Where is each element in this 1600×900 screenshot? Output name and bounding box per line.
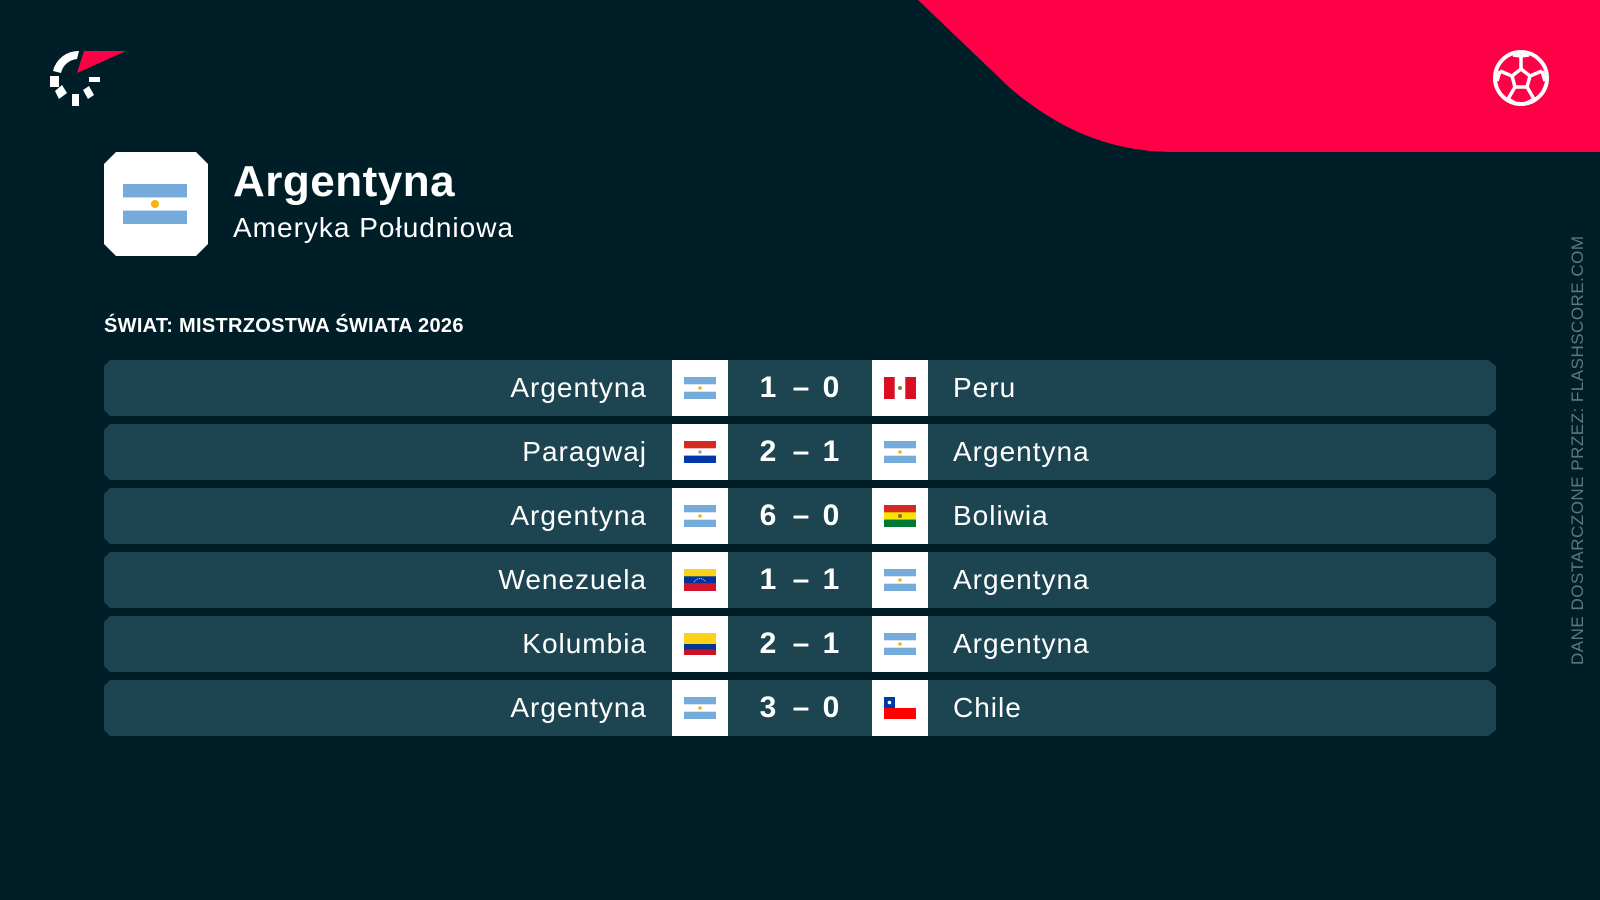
away-team: Boliwia [953, 500, 1049, 531]
bolivia-flag-icon [884, 505, 916, 527]
home-team: Wenezuela [498, 564, 647, 595]
argentina-flag-icon [884, 633, 916, 655]
home-flag [672, 552, 728, 608]
peru-flag-icon [884, 377, 916, 399]
competition-title: ŚWIAT: MISTRZOSTWA ŚWIATA 2026 [104, 315, 464, 337]
chile-flag-icon [884, 697, 916, 719]
away-flag [872, 488, 928, 544]
home-flag [672, 680, 728, 736]
match-row[interactable]: Kolumbia 2 – 1 Argentyna [104, 616, 1496, 672]
score-separator: – [792, 499, 810, 532]
home-flag [672, 424, 728, 480]
home-score: 1 [759, 371, 777, 404]
away-score: 1 [822, 627, 840, 660]
venezuela-flag-icon [684, 569, 716, 591]
argentina-flag-icon [684, 697, 716, 719]
home-score: 3 [759, 691, 777, 724]
away-score: 0 [822, 499, 840, 532]
soccer-ball-icon [1493, 50, 1549, 106]
team-flag-card [104, 152, 208, 256]
score-separator: – [792, 627, 810, 660]
data-credit: DANE DOSTARCZONE PRZEZ: FLASHSCORE.COM [1568, 235, 1587, 665]
argentina-flag-icon [884, 569, 916, 591]
argentina-flag-icon [684, 505, 716, 527]
argentina-flag-icon [884, 441, 916, 463]
away-score: 1 [822, 563, 840, 596]
away-score: 0 [822, 691, 840, 724]
match-row[interactable]: Paragwaj 2 – 1 Argentyna [104, 424, 1496, 480]
score-separator: – [792, 371, 810, 404]
away-team: Argentyna [953, 436, 1090, 467]
home-team: Kolumbia [522, 628, 647, 659]
score-separator: – [792, 563, 810, 596]
away-flag [872, 680, 928, 736]
match-row[interactable]: Wenezuela 1 – 1 Argentyna [104, 552, 1496, 608]
paraguay-flag-icon [684, 441, 716, 463]
home-score: 6 [759, 499, 777, 532]
away-score: 0 [822, 371, 840, 404]
home-flag [672, 616, 728, 672]
team-name: Argentyna [233, 157, 456, 206]
score-separator: – [792, 691, 810, 724]
team-region: Ameryka Południowa [233, 212, 515, 243]
away-flag [872, 616, 928, 672]
argentina-flag-icon [684, 377, 716, 399]
score-separator: – [792, 435, 810, 468]
match-row[interactable]: Argentyna 3 – 0 Chile [104, 680, 1496, 736]
flashscore-logo [50, 50, 126, 106]
match-row[interactable]: Argentyna 6 – 0 Boliwia [104, 488, 1496, 544]
home-flag [672, 360, 728, 416]
argentina-flag-icon [123, 184, 187, 224]
away-flag [872, 360, 928, 416]
home-team: Argentyna [510, 692, 647, 723]
home-team: Paragwaj [522, 436, 647, 467]
home-score: 2 [759, 435, 777, 468]
home-team: Argentyna [510, 500, 647, 531]
colombia-flag-icon [684, 633, 716, 655]
match-row[interactable]: Argentyna 1 – 0 Peru [104, 360, 1496, 416]
away-team: Peru [953, 372, 1017, 403]
away-team: Argentyna [953, 628, 1090, 659]
home-flag [672, 488, 728, 544]
home-team: Argentyna [510, 372, 647, 403]
away-team: Chile [953, 692, 1022, 723]
away-score: 1 [822, 435, 840, 468]
away-flag [872, 424, 928, 480]
away-team: Argentyna [953, 564, 1090, 595]
home-score: 2 [759, 627, 777, 660]
home-score: 1 [759, 563, 777, 596]
header-accent-shape [918, 0, 1600, 152]
away-flag [872, 552, 928, 608]
